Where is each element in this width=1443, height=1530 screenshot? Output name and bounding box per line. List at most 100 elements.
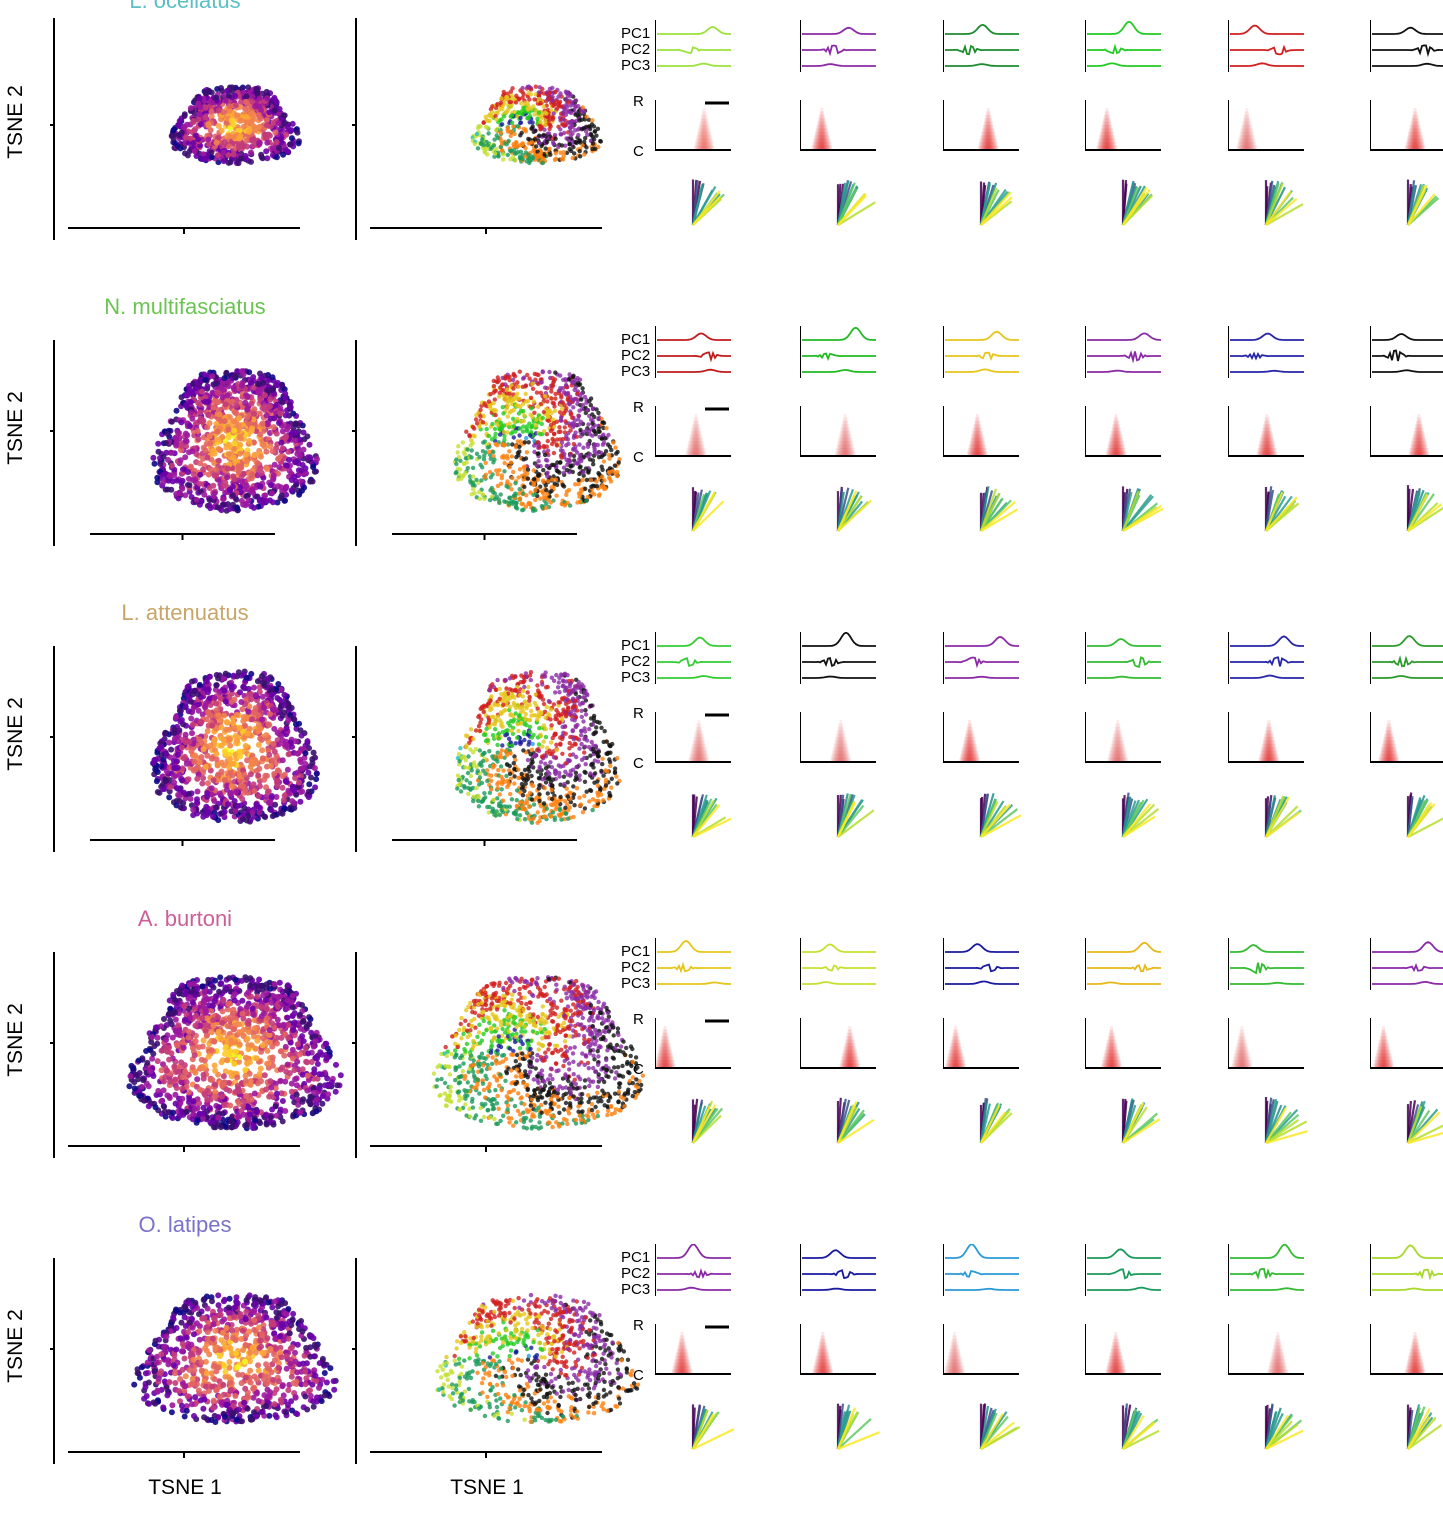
scatter-point: [520, 86, 524, 90]
scatter-point: [244, 94, 250, 100]
scatter-point: [244, 138, 250, 144]
scatter-point: [458, 467, 462, 471]
scatter-point: [226, 427, 232, 433]
scatter-point: [277, 106, 283, 112]
scatter-point: [221, 713, 227, 719]
scatter-point: [514, 403, 518, 407]
scatter-point: [524, 436, 528, 440]
scatter-point: [494, 117, 498, 121]
cluster-4: [1085, 326, 1205, 556]
scatter-point: [486, 143, 490, 147]
scatter-point: [572, 442, 576, 446]
scatter-point: [215, 817, 221, 823]
scatter-point: [248, 503, 254, 509]
scatter-point: [573, 388, 577, 392]
scatter-point: [549, 489, 553, 493]
density-panel: [50, 0, 350, 255]
cluster-2: [800, 326, 920, 556]
scatter-point: [215, 772, 221, 778]
scatter-point: [503, 376, 507, 380]
scatter-point: [500, 142, 504, 146]
scatter-point: [165, 431, 171, 437]
scatter-point: [284, 463, 290, 469]
scatter-point: [284, 725, 290, 731]
scatter-point: [286, 457, 292, 463]
scatter-point: [295, 422, 301, 428]
scatter-point: [275, 483, 281, 489]
heatmap-bottom-label: C: [633, 450, 644, 465]
scatter-point: [155, 441, 161, 447]
scatter-point: [575, 500, 579, 504]
scatter-point: [577, 457, 581, 461]
scatter-point: [525, 472, 529, 476]
scatter-point: [257, 432, 263, 438]
scatter-point: [570, 416, 574, 420]
heatmap-bg: [1372, 406, 1443, 456]
pc-trace: [1230, 26, 1304, 34]
scatter-point: [242, 805, 248, 811]
scatter-point: [577, 422, 581, 426]
scatter-point: [486, 131, 490, 135]
scatter-point: [520, 131, 524, 135]
pc-trace: [657, 352, 731, 359]
scatter-point: [529, 425, 533, 429]
scatter-point: [494, 147, 498, 151]
scatter-point: [532, 399, 536, 403]
scatter-point: [474, 478, 478, 482]
scatter-point: [508, 378, 512, 382]
scatter-point: [463, 452, 467, 456]
scatter-point: [231, 134, 237, 140]
scatter-point: [231, 673, 237, 679]
scatter-point: [533, 423, 537, 427]
scatter-point: [537, 97, 541, 101]
scatter-point: [538, 432, 542, 436]
cluster-summary: [1370, 20, 1443, 250]
scatter-point: [515, 380, 519, 384]
scatter-point: [549, 500, 553, 504]
scatter-point: [558, 386, 562, 390]
scatter-point: [531, 149, 535, 153]
scatter-point: [233, 497, 239, 503]
scatter-point: [511, 430, 515, 434]
scatter-point: [216, 458, 222, 464]
scatter-point: [476, 126, 480, 130]
scatter-point: [568, 129, 572, 133]
cluster-summary: [1085, 20, 1205, 250]
pc-trace: [657, 333, 731, 340]
scatter-point: [527, 440, 531, 444]
scatter-point: [540, 422, 544, 426]
scatter-point: [207, 485, 213, 491]
scatter-point: [465, 447, 469, 451]
scatter-point: [277, 405, 283, 411]
scatter-point: [543, 123, 547, 127]
scatter-point: [552, 401, 556, 405]
scatter-point: [502, 438, 506, 442]
scatter-point: [556, 94, 560, 98]
scatter-point: [234, 505, 240, 511]
pc-trace: [657, 27, 731, 34]
scatter-point: [558, 127, 562, 131]
scatter-point: [515, 506, 519, 510]
scatter-point: [571, 145, 575, 149]
tsne-plot: [50, 306, 350, 556]
scatter-point: [251, 452, 257, 458]
scatter-point: [236, 415, 242, 421]
scatter-point: [243, 99, 249, 105]
scatter-point: [183, 431, 189, 437]
scatter-point: [554, 494, 558, 498]
scatter-point: [571, 375, 575, 379]
scatter-point: [561, 483, 565, 487]
scatter-point: [208, 150, 214, 156]
scatter-point: [579, 434, 583, 438]
scatter-point: [169, 463, 175, 469]
scatter-point: [174, 408, 180, 414]
pc-label: PC2: [621, 348, 650, 363]
scatter-point: [289, 744, 295, 750]
scatter-point: [267, 397, 273, 403]
y-axis-label: TSNE 2: [4, 72, 28, 172]
scatter-point: [182, 467, 188, 473]
scatter-point: [514, 94, 518, 98]
scatter-point: [270, 448, 276, 454]
scatter-point: [553, 137, 557, 141]
